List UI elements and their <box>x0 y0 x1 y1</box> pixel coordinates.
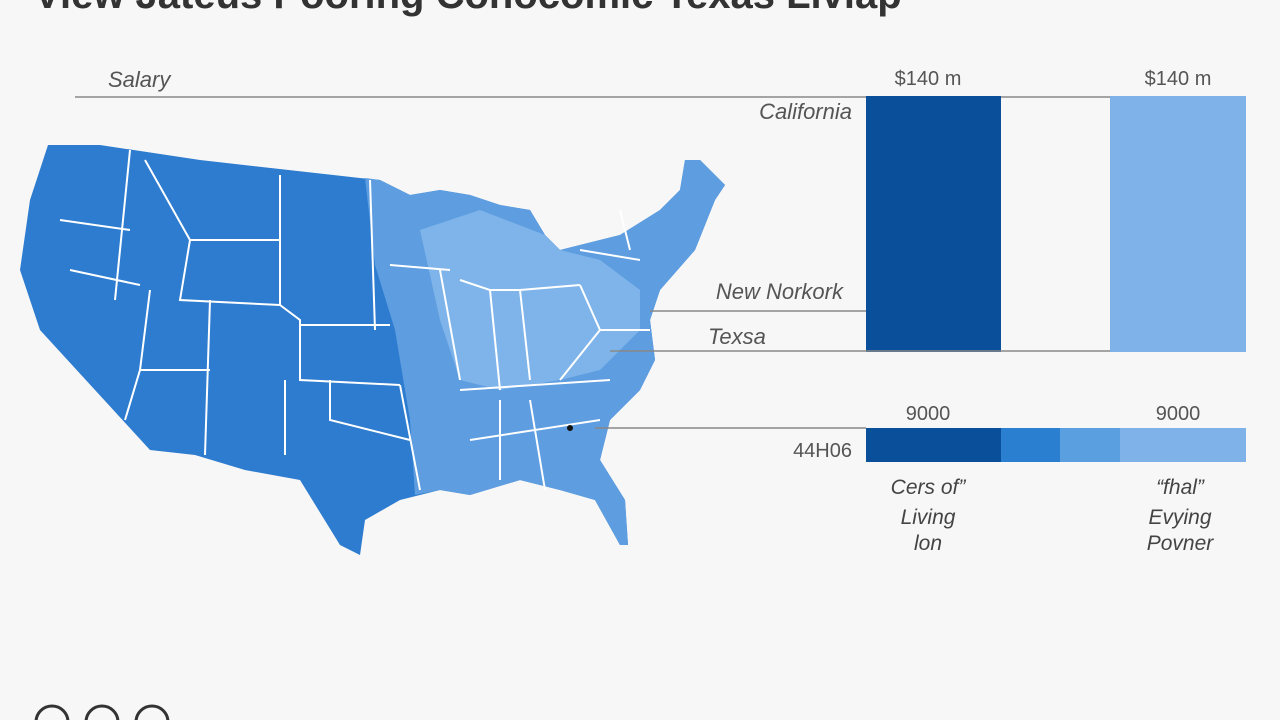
state-label: New Norkork <box>716 279 844 304</box>
title: View Jateus Pooring Conocomic Texas Livl… <box>34 0 902 17</box>
caption: Evying <box>1148 506 1211 529</box>
gradient-bar <box>866 428 1246 462</box>
bar-top-label: $140 m <box>895 68 962 90</box>
caption: “fhal” <box>1156 476 1205 499</box>
bar-top-label: 9000 <box>1156 403 1201 425</box>
state-label: Texsa <box>708 324 766 349</box>
caption: Living <box>901 506 956 529</box>
bar-top-label: 9000 <box>906 403 951 425</box>
side-label: 44H06 <box>793 440 852 462</box>
state-label: California <box>759 99 852 124</box>
caption: Cers of” <box>891 476 967 499</box>
bar <box>866 96 1001 352</box>
caption: lon <box>914 532 942 555</box>
us-map <box>20 145 725 555</box>
axis-label: Salary <box>108 67 172 92</box>
icons[interactable] <box>34 704 170 720</box>
caption: Povner <box>1147 532 1215 555</box>
bar-top-label: $140 m <box>1145 68 1212 90</box>
bar <box>1110 96 1246 352</box>
